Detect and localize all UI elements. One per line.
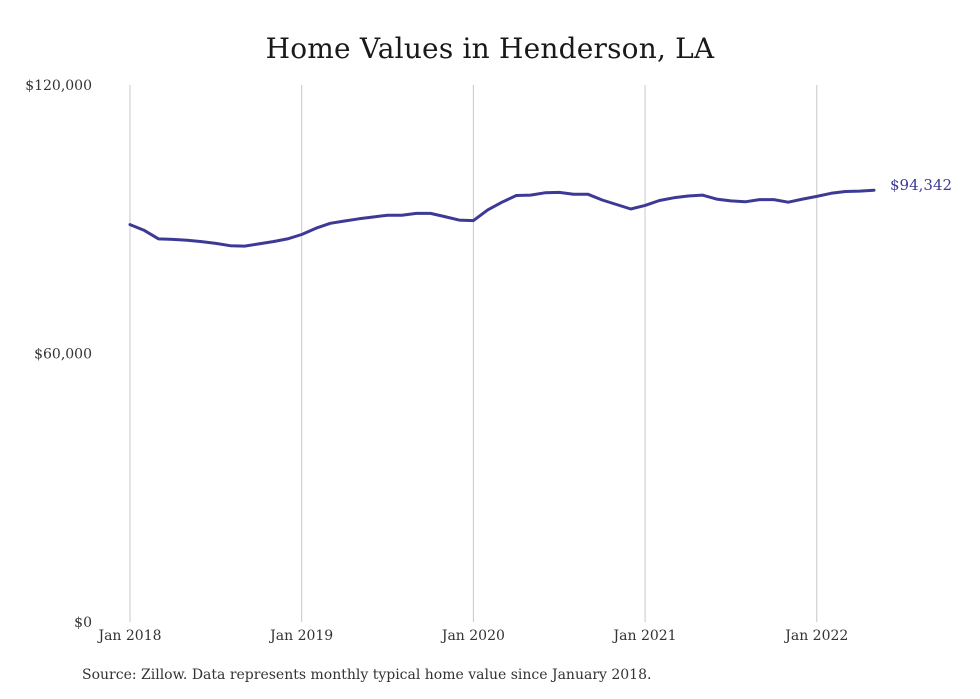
x-axis-labels: Jan 2018 Jan 2019 Jan 2020 Jan 2021 Jan 2022 bbox=[96, 628, 848, 644]
y-axis-labels: $0 $60,000 $120,000 bbox=[25, 78, 92, 631]
y-tick-label: $0 bbox=[74, 615, 92, 631]
y-tick-label: $60,000 bbox=[34, 347, 92, 363]
end-value-label: $94,342 bbox=[890, 176, 952, 194]
x-tick-label: Jan 2020 bbox=[440, 628, 505, 644]
y-tick-label: $120,000 bbox=[25, 78, 92, 94]
x-tick-label: Jan 2021 bbox=[612, 628, 677, 644]
series-layer: $94,342 bbox=[128, 176, 952, 248]
x-tick-label: Jan 2022 bbox=[783, 628, 848, 644]
source-note: Source: Zillow. Data represents monthly … bbox=[82, 667, 652, 683]
series-line-0 bbox=[128, 188, 876, 248]
chart-title: Home Values in Henderson, LA bbox=[265, 32, 715, 65]
x-tick-label: Jan 2019 bbox=[268, 628, 333, 644]
x-tick-label: Jan 2018 bbox=[96, 628, 161, 644]
grid-lines bbox=[129, 85, 818, 622]
